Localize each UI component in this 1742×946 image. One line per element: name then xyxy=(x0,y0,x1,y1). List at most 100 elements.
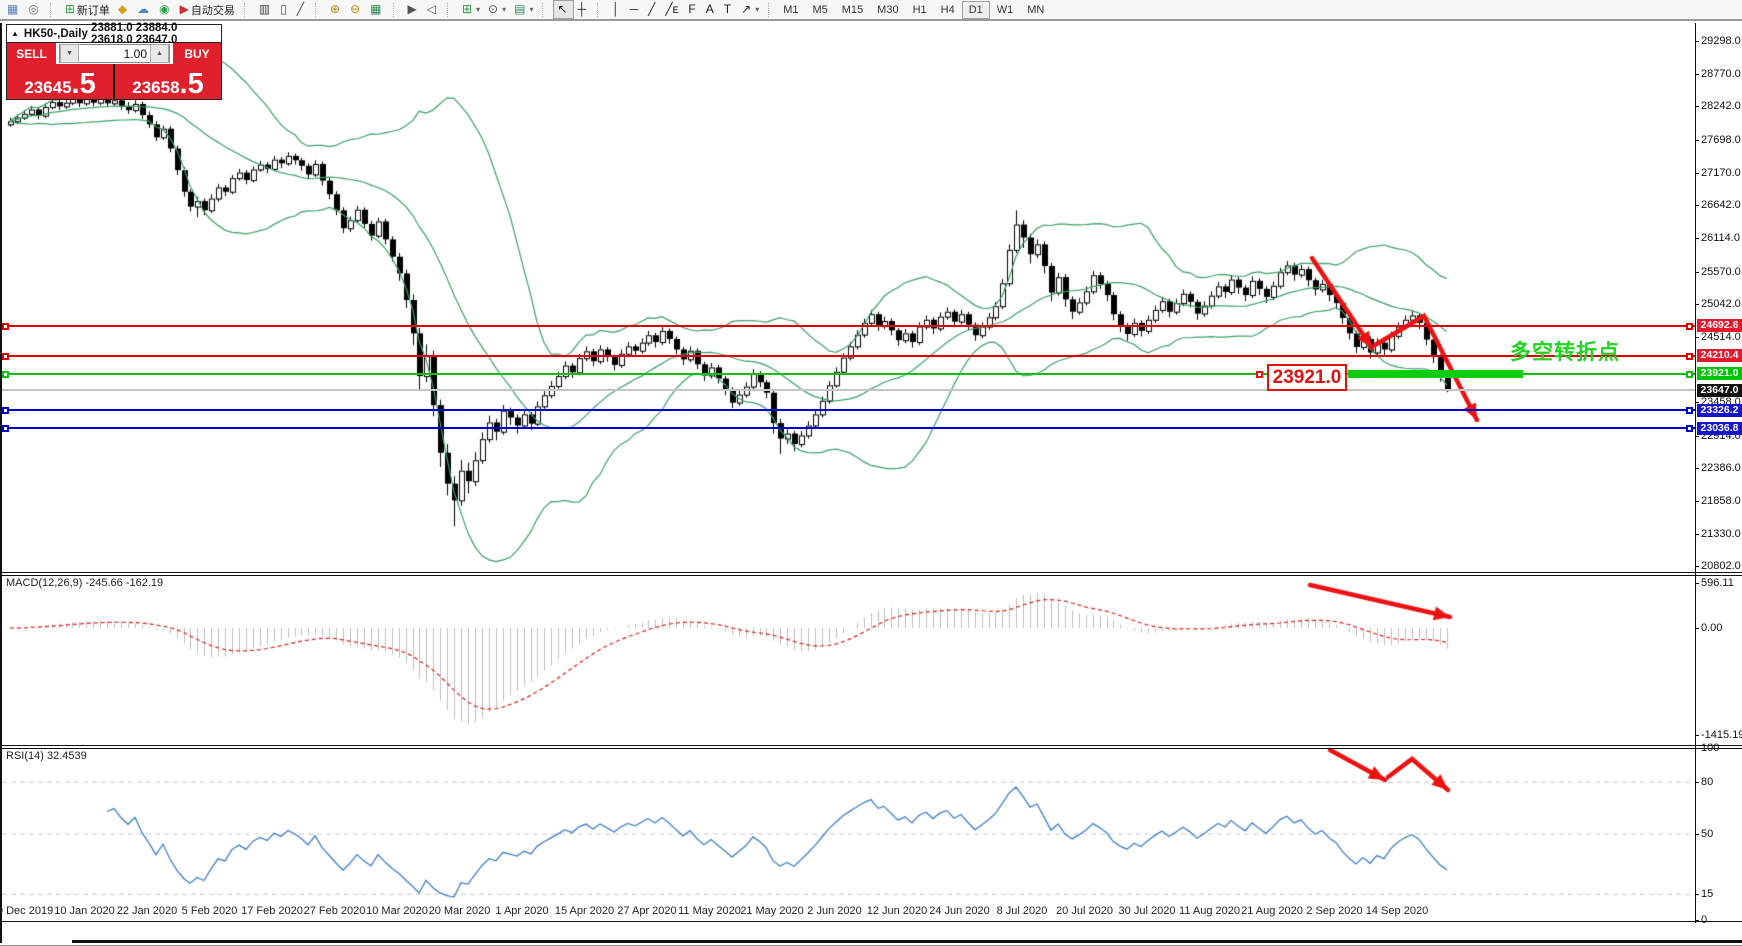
timeframe-d1-button[interactable]: D1 xyxy=(961,0,990,19)
line-chart-button[interactable]: ╱ xyxy=(293,0,310,19)
level-handle-left[interactable] xyxy=(2,370,9,378)
pane-separator[interactable] xyxy=(0,575,1742,576)
signals-button[interactable]: ◉ xyxy=(155,0,175,19)
chart-title-symbol: HK50-,Daily xyxy=(23,27,88,40)
auto-scroll-button[interactable]: ▶ xyxy=(404,0,423,19)
zoom-out-button[interactable]: ⊖ xyxy=(346,0,366,19)
current-price-line[interactable] xyxy=(2,389,1695,392)
trendline-button[interactable]: ╱ xyxy=(644,0,661,19)
price-tick-label: 25042.0 xyxy=(1701,298,1741,311)
timeframe-m5-button[interactable]: M5 xyxy=(812,3,828,16)
callout-anchor-handle[interactable] xyxy=(1256,370,1263,378)
window-bottom-edge xyxy=(72,940,1742,943)
volume-increase-button[interactable]: ▲ xyxy=(150,44,169,63)
periods-dropdown-icon[interactable]: ▾ xyxy=(502,5,507,14)
cursor-icon: ↖ xyxy=(557,2,568,16)
bar-chart-button[interactable]: ▥ xyxy=(255,0,276,19)
date-tick-label: 17 Feb 2020 xyxy=(241,905,303,917)
equidistant-channel-button[interactable]: ╱ᴇ xyxy=(661,0,684,19)
price-tick-label: 21858.0 xyxy=(1701,495,1741,508)
buy-button[interactable]: BUY xyxy=(173,43,221,64)
chart-area[interactable]: 29298.0 28770.0 28242.0 27698.0 27170.0 26642… xyxy=(0,21,1742,946)
sell-price-display[interactable]: 23645 .5 xyxy=(7,64,113,99)
templates-button[interactable]: ▤ ▾ xyxy=(510,0,537,19)
pane-separator[interactable] xyxy=(0,745,1742,746)
price-tick xyxy=(1695,237,1699,239)
level-handle-right[interactable] xyxy=(1686,322,1693,330)
bar-chart-icon: ▥ xyxy=(258,2,271,16)
price-tick xyxy=(1695,106,1699,108)
date-tick-label: 20 Mar 2020 xyxy=(428,905,491,917)
zoom-in-button[interactable]: ⊕ xyxy=(326,0,346,19)
toolbar-group: ↖ ┼ xyxy=(550,0,595,19)
level-handle-right[interactable] xyxy=(1686,352,1693,360)
collapse-triangle-icon[interactable]: ▲ xyxy=(11,29,19,38)
timeframe-m1-button[interactable]: M1 xyxy=(783,3,799,16)
price-tick xyxy=(1695,139,1699,141)
level-price-tag-red: 24210.4 xyxy=(1697,349,1742,363)
new-order-button[interactable]: ⊞ 新订单 xyxy=(61,0,114,19)
price-tick-label: 20802.0 xyxy=(1701,560,1741,573)
cursor-button[interactable]: ↖ xyxy=(553,0,574,19)
level-line-24210.4[interactable] xyxy=(2,354,1695,357)
timeframe-mn-button[interactable]: MN xyxy=(1027,3,1045,16)
community-button[interactable]: ☁ xyxy=(133,0,155,19)
green-highlight-segment[interactable] xyxy=(1348,370,1523,378)
market-depth-button[interactable]: ◆ xyxy=(114,0,133,19)
timeframe-w1-button[interactable]: W1 xyxy=(996,3,1014,16)
periods-button[interactable]: ⊙ ▾ xyxy=(484,0,510,19)
chart-shift-button[interactable]: ◁ xyxy=(423,0,442,19)
fibonacci-button[interactable]: F xyxy=(684,0,701,19)
price-axis-line[interactable] xyxy=(1695,23,1696,923)
crosshair-button[interactable]: ┼ xyxy=(574,0,593,19)
chart-title-row[interactable]: ▲ HK50-,Daily 23881.0 23884.0 23618.0 23… xyxy=(7,22,221,46)
indicators-button[interactable]: ⊞ ▾ xyxy=(458,0,484,19)
rsi-tick-label: 80 xyxy=(1701,776,1714,789)
level-line-23326.2[interactable] xyxy=(2,409,1695,412)
level-line-23921[interactable] xyxy=(2,372,1695,375)
arrow-objects-button[interactable]: ↗ ▾ xyxy=(737,0,763,19)
level-handle-right[interactable] xyxy=(1686,407,1693,415)
chart-window-button[interactable]: ▦ xyxy=(3,0,24,19)
sell-button[interactable]: SELL xyxy=(7,43,56,64)
price-tick xyxy=(1695,533,1699,535)
level-handle-left[interactable] xyxy=(2,352,9,360)
templates-dropdown-icon[interactable]: ▾ xyxy=(529,5,534,14)
timeframe-m15-button[interactable]: M15 xyxy=(841,3,864,16)
level-handle-right[interactable] xyxy=(1686,370,1693,378)
autotrading-button[interactable]: ▶ 自动交易 xyxy=(176,0,239,19)
volume-input[interactable]: 1.00 xyxy=(123,46,147,61)
text-button[interactable]: A xyxy=(702,0,720,19)
level-handle-left[interactable] xyxy=(2,322,9,330)
price-callout-label[interactable]: 23921.0 xyxy=(1267,364,1347,391)
tile-windows-button[interactable]: ▦ xyxy=(366,0,387,19)
timeframe-m30-button[interactable]: M30 xyxy=(877,3,899,16)
toolbar-group: ⊞ 新订单 ◆ ☁ ◉ ▶ 自动交易 xyxy=(58,1,242,18)
buy-price-display[interactable]: 23658 .5 xyxy=(115,64,221,99)
level-handle-right[interactable] xyxy=(1686,425,1693,433)
level-handle-left[interactable] xyxy=(2,425,9,433)
level-line-23036.8[interactable] xyxy=(2,427,1695,430)
candlestick-chart-button[interactable]: ▯ xyxy=(276,0,293,19)
vertical-line-button[interactable]: │ xyxy=(608,0,626,19)
price-tick xyxy=(1695,566,1699,568)
horizontal-line-button[interactable]: ─ xyxy=(626,0,645,19)
text-label-button[interactable]: T xyxy=(720,0,737,19)
rsi-tick-label: 50 xyxy=(1701,828,1714,840)
level-line-24692.6[interactable] xyxy=(2,324,1695,327)
autotrading-label: 自动交易 xyxy=(190,4,235,17)
pane-separator[interactable] xyxy=(0,748,1742,749)
pane-separator[interactable] xyxy=(0,572,1742,573)
timeframe-h1-button[interactable]: H1 xyxy=(912,3,927,16)
chart-shift-icon: ◁ xyxy=(426,2,436,16)
community-icon: ☁ xyxy=(137,2,150,16)
volume-decrease-button[interactable]: ▼ xyxy=(60,44,79,63)
chinese-annotation-text[interactable]: 多空转折点 xyxy=(1510,341,1620,364)
arrow-objects-dropdown-icon[interactable]: ▾ xyxy=(755,5,760,14)
timeframe-h4-button[interactable]: H4 xyxy=(940,3,955,16)
chart-canvas[interactable] xyxy=(0,21,1742,946)
level-handle-left[interactable] xyxy=(2,407,9,415)
toolbar-group: │ ─ ╱ ╱ᴇ F A T ↗ ▾ xyxy=(605,1,766,18)
indicators-dropdown-icon[interactable]: ▾ xyxy=(476,5,481,14)
navigator-button[interactable]: ◎ xyxy=(24,0,44,19)
